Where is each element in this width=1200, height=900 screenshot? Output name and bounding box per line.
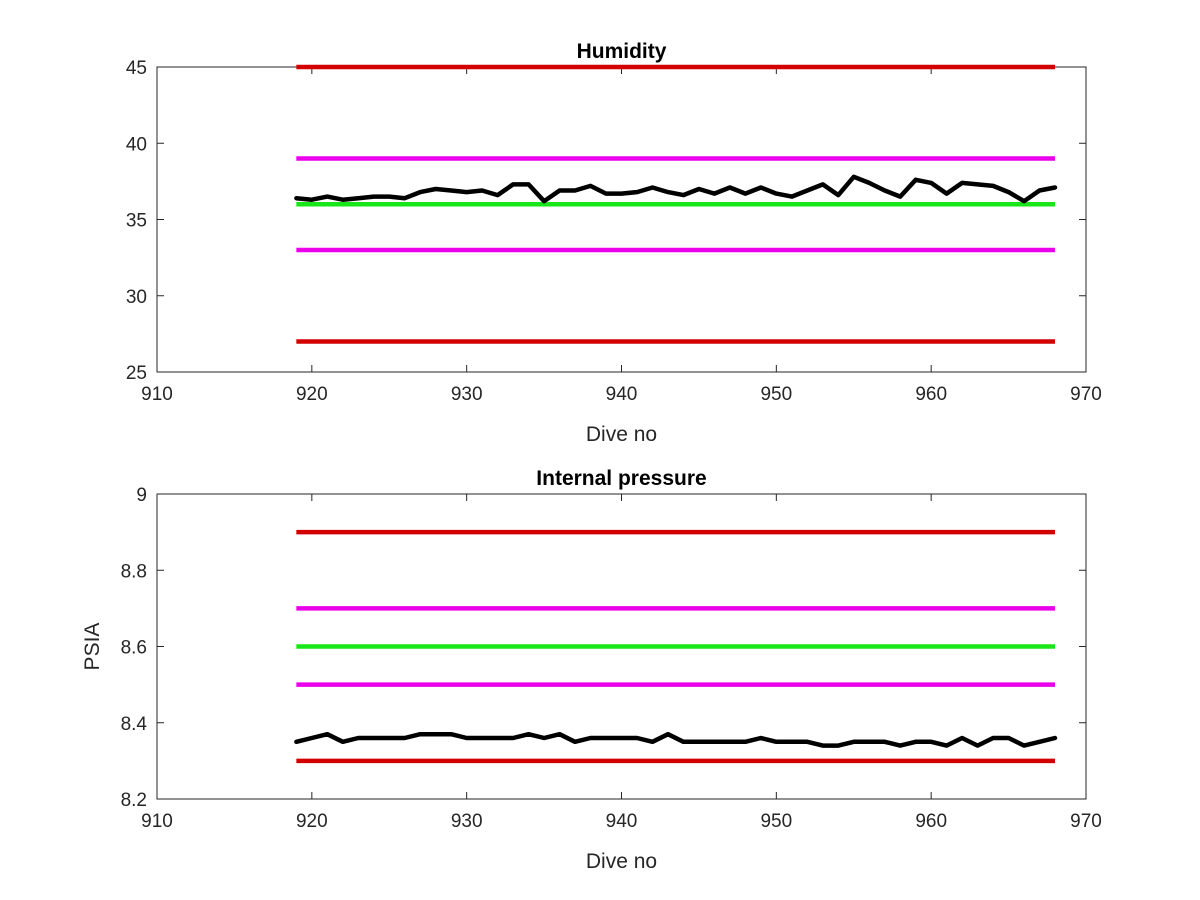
- x-tick-label: 950: [760, 811, 792, 832]
- x-tick-label: 910: [141, 811, 173, 832]
- y-axis-label: PSIA: [81, 623, 104, 671]
- y-tick-label: 40: [126, 134, 147, 155]
- x-tick-label: 920: [296, 384, 328, 405]
- x-tick-label: 930: [451, 811, 483, 832]
- x-axis-label: Dive no: [586, 850, 657, 873]
- y-tick-label: 8.2: [121, 790, 147, 811]
- x-tick-label: 940: [606, 384, 638, 405]
- chart-title: Internal pressure: [536, 467, 706, 490]
- x-axis-label: Dive no: [586, 423, 657, 446]
- y-tick-label: 8.6: [121, 638, 147, 659]
- x-tick-label: 940: [606, 811, 638, 832]
- x-tick-label: 910: [141, 384, 173, 405]
- x-tick-label: 920: [296, 811, 328, 832]
- x-tick-label: 950: [760, 384, 792, 405]
- plot-frame: [156, 66, 1087, 373]
- series-line: [294, 174, 1058, 204]
- y-tick-label: 9: [136, 485, 147, 506]
- series-line: [294, 731, 1058, 748]
- y-tick-label: 30: [126, 287, 147, 308]
- y-tick-label: 35: [126, 211, 147, 232]
- x-tick-label: 970: [1070, 384, 1102, 405]
- x-tick-label: 970: [1070, 811, 1102, 832]
- y-tick-label: 8.8: [121, 561, 147, 582]
- x-tick-label: 960: [915, 384, 947, 405]
- x-tick-label: 960: [915, 811, 947, 832]
- y-tick-label: 45: [126, 58, 147, 79]
- humidity-panel: 910 920 930 940 950 960 970 25 30 35 40 45 Humidity D…: [126, 40, 1102, 446]
- y-tick-label: 25: [126, 363, 147, 384]
- x-tick-label: 930: [451, 384, 483, 405]
- y-tick-label: 8.4: [121, 714, 148, 735]
- internal-pressure-panel: 910 920 930 940 950 960 970 8.2 8.4 8.6 8.8 9 Intern…: [81, 467, 1102, 873]
- chart-title: Humidity: [577, 40, 667, 63]
